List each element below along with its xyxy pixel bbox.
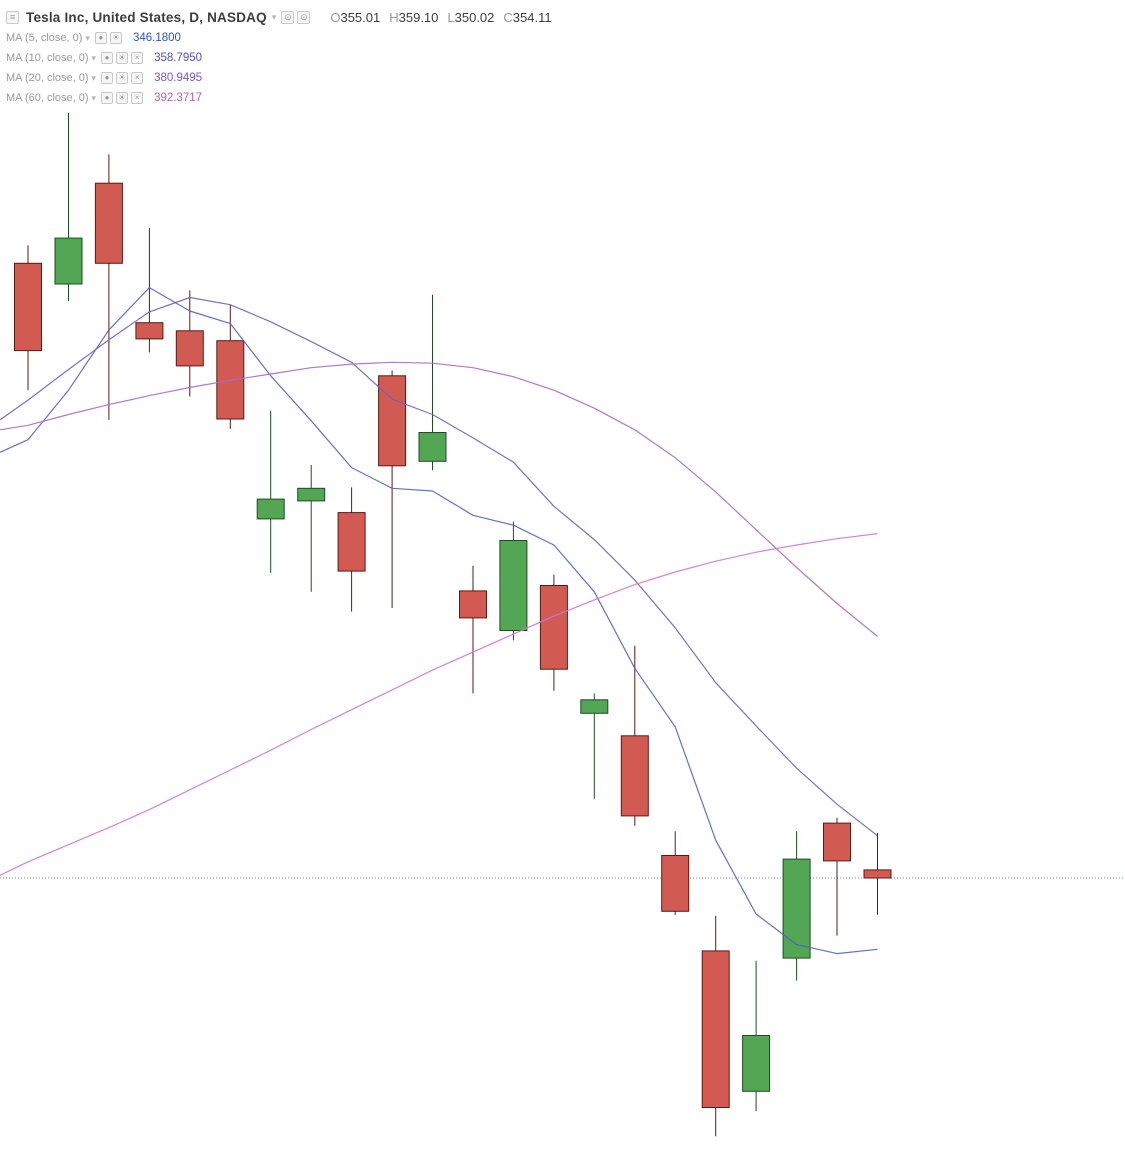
indicator-label[interactable]: MA (10, close, 0)	[6, 52, 89, 64]
eye-icon[interactable]: ●	[94, 32, 107, 44]
symbol-header-row: ≡ Tesla Inc, United States, D, NASDAQ ▾ …	[6, 6, 552, 28]
low-value: 350.02	[454, 9, 495, 25]
high-label: H	[389, 9, 399, 25]
candle	[499, 540, 528, 631]
candle	[418, 432, 447, 462]
chevron-down-icon[interactable]: ▾	[85, 32, 90, 43]
header-circle-icon[interactable]: ⊙	[297, 10, 311, 24]
indicator-value: 392.3717	[154, 92, 203, 104]
candle	[216, 340, 245, 420]
close-icon[interactable]: ×	[131, 72, 144, 84]
ohlc-readout: O 355.01 H 359.10 L 350.02 C 354.11	[321, 10, 551, 25]
indicator-buttons: ● ☀ ×	[101, 92, 146, 104]
candle	[661, 855, 690, 912]
candle	[378, 375, 407, 467]
indicator-buttons: ● ☀ ×	[101, 52, 146, 64]
candle	[135, 322, 164, 340]
gear-icon[interactable]: ☀	[116, 52, 129, 64]
indicator-label[interactable]: MA (20, close, 0)	[6, 72, 89, 84]
gear-icon[interactable]: ☀	[116, 92, 129, 104]
candle	[539, 585, 568, 670]
eye-icon[interactable]: ●	[101, 72, 114, 84]
ma-line-ma60	[0, 533, 878, 876]
legend: ≡ Tesla Inc, United States, D, NASDAQ ▾ …	[6, 6, 552, 108]
candle	[701, 950, 730, 1109]
chevron-down-icon[interactable]: ▾	[91, 72, 97, 83]
indicator-value: 358.7950	[154, 52, 203, 64]
candle	[256, 498, 285, 520]
chevron-down-icon[interactable]: ▾	[91, 52, 97, 63]
candle	[620, 735, 649, 817]
chevron-down-icon[interactable]: ▾	[271, 11, 277, 22]
candle	[742, 1035, 771, 1092]
candle	[580, 699, 609, 714]
candle	[459, 590, 487, 619]
eye-icon[interactable]: ●	[101, 52, 114, 64]
chevron-down-icon[interactable]: ▾	[91, 92, 97, 103]
candle	[337, 512, 366, 572]
close-label: C	[503, 9, 513, 25]
indicator-row-ma10: MA (10, close, 0) ▾ ● ☀ × 358.7950	[6, 48, 552, 68]
open-value: 355.01	[340, 9, 381, 25]
ma-line-ma10	[0, 296, 878, 837]
open-label: O	[330, 9, 341, 25]
gear-icon[interactable]: ☀	[116, 72, 129, 84]
close-value: 354.11	[512, 9, 552, 25]
indicator-label[interactable]: MA (5, close, 0)	[6, 32, 83, 44]
candle	[823, 822, 851, 862]
ma-line-ma20	[0, 361, 878, 637]
indicator-value: 346.1800	[132, 32, 181, 44]
indicator-buttons: ● ☀ ×	[101, 72, 146, 84]
gear-icon[interactable]: ☀	[109, 32, 122, 44]
collapse-legend-icon[interactable]: ≡	[6, 10, 19, 24]
indicator-buttons: ● ☀	[94, 32, 125, 44]
candle	[782, 858, 811, 959]
candle	[54, 237, 83, 285]
eye-icon[interactable]: ●	[101, 92, 114, 104]
indicator-row-ma5: MA (5, close, 0) ▾ ● ☀ 346.1800	[6, 28, 552, 48]
indicator-label[interactable]: MA (60, close, 0)	[6, 92, 89, 104]
indicator-row-ma60: MA (60, close, 0) ▾ ● ☀ × 392.3717	[6, 88, 552, 108]
ma-line-ma5	[0, 287, 878, 955]
candle	[863, 869, 892, 879]
header-circle-icon[interactable]: ⊙	[281, 10, 295, 24]
symbol-title[interactable]: Tesla Inc, United States, D, NASDAQ	[26, 9, 267, 25]
candle	[94, 182, 123, 264]
indicator-value: 380.9495	[154, 72, 203, 84]
low-label: L	[447, 9, 455, 25]
close-icon[interactable]: ×	[131, 52, 144, 64]
high-value: 359.10	[398, 9, 439, 25]
candle	[175, 330, 204, 367]
close-icon[interactable]: ×	[131, 92, 144, 104]
candle	[14, 262, 42, 352]
indicator-row-ma20: MA (20, close, 0) ▾ ● ☀ × 380.9495	[6, 68, 552, 88]
candle	[297, 487, 326, 502]
